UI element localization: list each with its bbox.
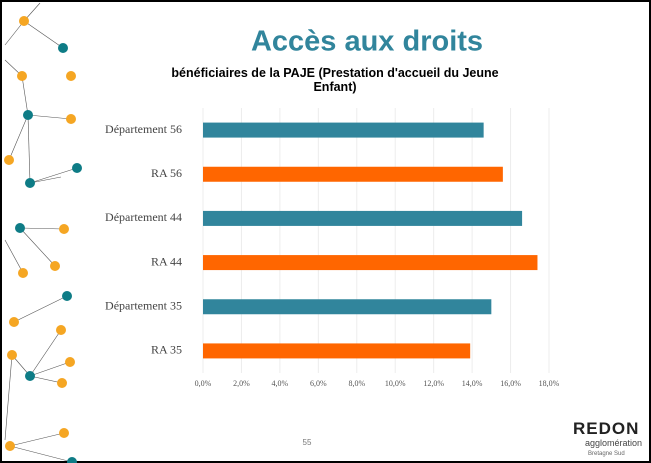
decorative-network <box>4 2 78 463</box>
y-tick-label: RA 56 <box>151 166 182 180</box>
x-tick-label: 8,0% <box>348 379 365 388</box>
y-tick-label: RA 44 <box>151 254 182 268</box>
x-tick-label: 2,0% <box>233 379 250 388</box>
x-tick-label: 6,0% <box>310 379 327 388</box>
bar <box>203 210 523 226</box>
bar <box>203 255 538 271</box>
page-number: 55 <box>303 438 312 447</box>
x-tick-label: 4,0% <box>272 379 289 388</box>
y-tick-label: Département 35 <box>105 299 182 313</box>
x-tick-label: 18,0% <box>539 379 560 388</box>
bar <box>203 166 503 182</box>
logo-line1: agglomération <box>585 438 642 448</box>
logo-name: REDON <box>573 419 639 438</box>
y-tick-label: Département 44 <box>105 210 182 224</box>
logo: REDON agglomération Bretagne Sud <box>573 419 642 457</box>
x-tick-label: 10,0% <box>385 379 406 388</box>
x-tick-label: 16,0% <box>500 379 521 388</box>
bar <box>203 299 492 315</box>
bar <box>203 122 484 138</box>
y-tick-label: Département 56 <box>105 122 182 136</box>
x-tick-label: 0,0% <box>195 379 212 388</box>
chart-title: Accès aux droits <box>251 26 483 58</box>
x-tick-label: 14,0% <box>462 379 483 388</box>
decorative-nodes <box>4 16 82 463</box>
subtitle-box: bénéficiaires de la PAJE (Prestation d'a… <box>171 66 499 94</box>
x-tick-label: 12,0% <box>423 379 444 388</box>
logo-line2: Bretagne Sud <box>588 451 625 457</box>
bar <box>203 343 471 359</box>
y-tick-label: RA 35 <box>151 343 182 357</box>
chart-subtitle: bénéficiaires de la PAJE (Prestation d'a… <box>171 66 499 94</box>
